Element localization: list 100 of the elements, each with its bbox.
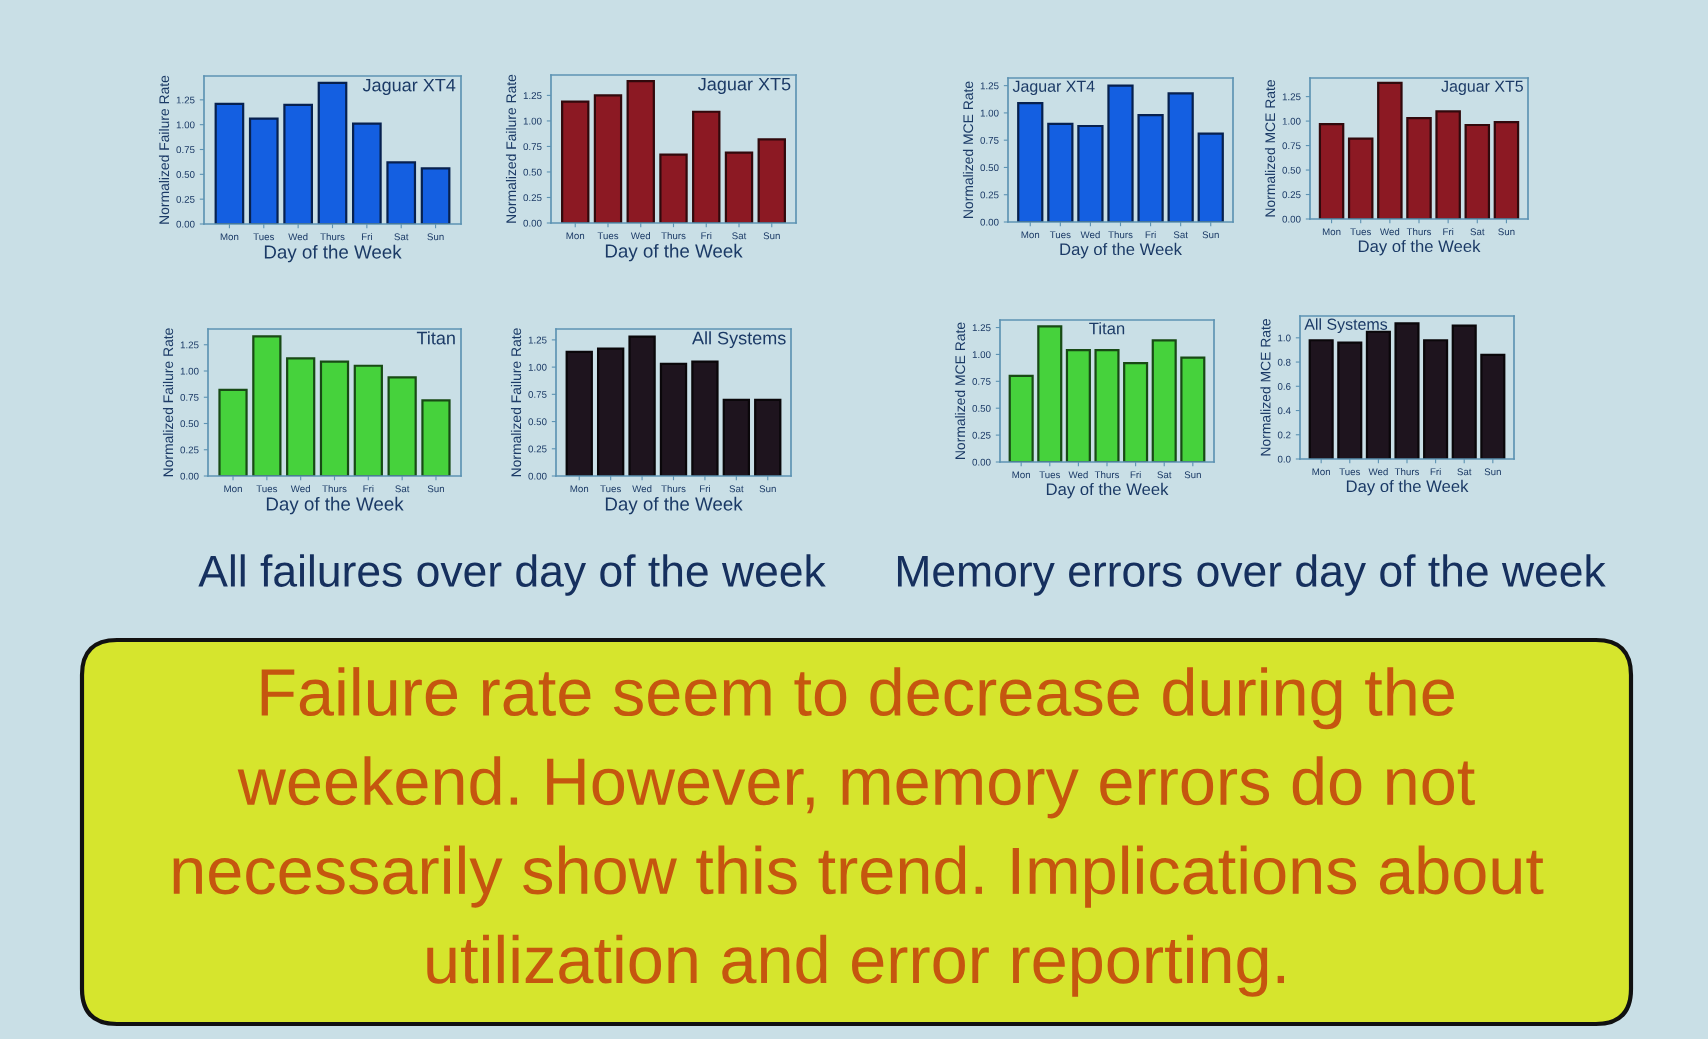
bar: [757, 138, 786, 223]
bar: [387, 376, 417, 476]
y-tick-label: 0.50: [980, 164, 999, 172]
y-tick-label: 0.25: [1282, 191, 1301, 199]
x-tick-label: Wed: [1080, 231, 1100, 239]
bar: [1464, 123, 1491, 219]
x-tick-label: Sun: [1184, 471, 1201, 479]
x-tick-label: Thurs: [1094, 471, 1120, 479]
y-tick-label: 0.00: [1282, 215, 1301, 223]
bar: [692, 110, 721, 223]
x-tick-label: Fri: [1130, 471, 1141, 479]
x-tick-label: Sun: [427, 485, 444, 493]
y-tick-label: 1.25: [180, 341, 199, 349]
y-tick-label: 1.25: [528, 336, 547, 344]
y-tick-label: 0.25: [180, 446, 199, 454]
x-tick-label: Tues: [1350, 228, 1371, 236]
chart-title: Jaguar XT5: [1441, 80, 1523, 95]
bar: [1123, 361, 1149, 462]
x-tick-label: Thurs: [1108, 231, 1133, 239]
y-tick-label: 0.25: [528, 445, 547, 453]
x-tick-label: Mon: [570, 485, 589, 493]
bar: [722, 398, 751, 476]
y-tick-label: 0.0: [1277, 455, 1291, 463]
y-tick-label: 0.75: [180, 393, 199, 401]
x-tick-label: Thurs: [1394, 468, 1420, 476]
x-axis-title: Day of the Week: [1060, 242, 1182, 259]
x-tick-label: Sun: [759, 485, 776, 493]
bar: [691, 360, 719, 476]
y-axis-title: Normalized Failure Rate: [158, 75, 170, 224]
y-tick-label: 1.25: [980, 82, 999, 90]
bar: [1451, 324, 1477, 459]
x-tick-label: Mon: [220, 233, 239, 241]
x-tick-label: Tues: [256, 485, 278, 493]
x-tick-label: Fri: [363, 485, 374, 493]
bar: [252, 335, 282, 476]
x-tick-label: Tues: [1049, 231, 1071, 239]
x-tick-label: Sun: [763, 232, 780, 240]
x-tick-label: Sat: [732, 232, 747, 240]
bar: [317, 81, 348, 224]
x-tick-label: Sat: [729, 485, 744, 493]
x-tick-label: Tues: [253, 233, 275, 241]
bar: [1151, 339, 1177, 462]
y-tick-label: 1.00: [523, 117, 542, 125]
bar: [1318, 122, 1345, 219]
bar: [286, 357, 316, 476]
y-tick-label: 0.50: [972, 404, 991, 412]
y-axis-title: Normalized MCE Rate: [954, 322, 966, 459]
x-tick-label: Fri: [701, 232, 712, 240]
x-tick-label: Thurs: [320, 233, 345, 241]
bar: [1047, 122, 1074, 222]
bar: [1008, 374, 1034, 462]
y-tick-label: 0.75: [528, 391, 547, 398]
bar: [319, 360, 350, 476]
x-tick-label: Mon: [1012, 471, 1030, 479]
x-tick-label: Sun: [1202, 231, 1219, 239]
x-tick-label: Thurs: [1406, 228, 1432, 236]
x-tick-label: Sun: [1484, 468, 1501, 476]
bar: [1435, 110, 1461, 219]
bar: [353, 364, 383, 476]
bar: [1308, 339, 1334, 459]
bar: [1107, 84, 1134, 222]
y-tick-label: 0.00: [980, 218, 999, 226]
y-tick-label: 0.00: [180, 472, 199, 480]
y-tick-label: 0.00: [523, 219, 542, 227]
y-tick-label: 1.25: [523, 92, 542, 100]
x-axis-title: Day of the Week: [1046, 482, 1169, 499]
x-tick-label: Thurs: [661, 232, 686, 240]
bar: [218, 388, 248, 476]
bar: [421, 399, 451, 476]
bar: [593, 94, 623, 223]
y-tick-label: 1.0: [1278, 334, 1291, 342]
bar: [1337, 341, 1363, 459]
bar: [659, 153, 688, 223]
bar: [724, 151, 754, 223]
x-tick-label: Wed: [632, 485, 652, 493]
x-tick-label: Fri: [700, 485, 710, 493]
x-axis-title: Day of the Week: [1358, 239, 1481, 256]
x-tick-label: Fri: [361, 233, 372, 241]
bar: [754, 398, 782, 476]
y-tick-label: 0.25: [980, 191, 999, 199]
y-tick-label: 0.75: [176, 146, 195, 154]
x-tick-label: Sat: [394, 233, 409, 241]
x-tick-label: Mon: [1021, 231, 1040, 239]
x-axis-title: Day of the Week: [1346, 479, 1469, 496]
y-tick-label: 1.00: [980, 109, 999, 117]
y-tick-label: 0.50: [528, 418, 547, 426]
y-tick-label: 0.75: [972, 378, 991, 385]
bar: [248, 117, 279, 224]
y-tick-label: 1.25: [1282, 93, 1301, 101]
y-tick-label: 1.00: [180, 367, 199, 375]
bar: [1077, 124, 1104, 222]
x-axis-title: Day of the Week: [605, 496, 743, 515]
chart-title: All Systems: [692, 331, 786, 349]
y-tick-label: 0.75: [523, 143, 542, 151]
y-tick-label: 0.8: [1277, 358, 1291, 366]
x-axis-title: Day of the Week: [264, 244, 402, 263]
bar: [596, 347, 625, 476]
bar: [1377, 81, 1403, 219]
bar: [1167, 92, 1194, 222]
y-tick-label: 1.25: [972, 324, 991, 332]
